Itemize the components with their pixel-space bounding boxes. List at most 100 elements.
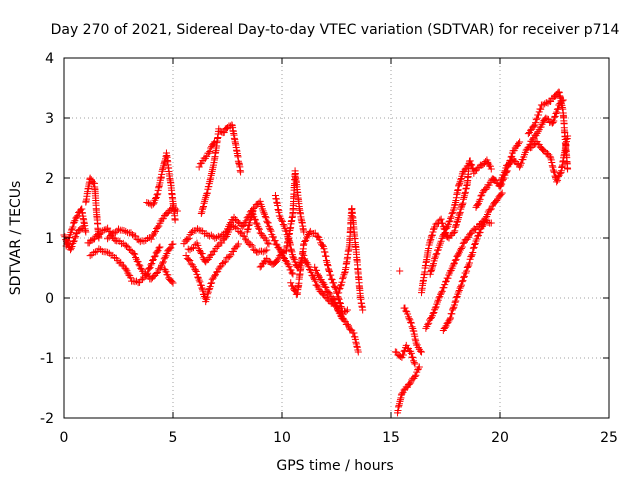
y-tick-label: -2 (40, 411, 54, 427)
data-point-marker (72, 233, 80, 241)
data-point-marker (465, 259, 473, 267)
data-point-marker (338, 278, 346, 286)
data-point-marker (264, 239, 272, 247)
data-point-marker (469, 244, 477, 252)
data-point-marker (464, 263, 472, 271)
data-point-marker (234, 240, 242, 248)
data-point-marker (441, 228, 449, 236)
data-point-marker (318, 241, 326, 249)
data-point-marker (283, 259, 291, 267)
data-point-marker (242, 217, 250, 225)
data-point-marker (129, 231, 137, 239)
data-point-marker (404, 310, 412, 318)
data-point-marker (335, 295, 343, 303)
data-point-marker (448, 210, 456, 218)
data-point-marker (496, 181, 504, 189)
data-point-marker (533, 114, 541, 122)
data-point-marker (404, 313, 412, 321)
data-point-marker (149, 200, 157, 208)
data-point-marker (450, 229, 458, 237)
data-point-marker (289, 282, 297, 290)
data-point-marker (333, 303, 341, 311)
data-point-marker (564, 132, 572, 140)
data-point-marker (460, 273, 468, 281)
data-point-marker (451, 256, 459, 264)
data-point-marker (111, 253, 119, 261)
data-point-marker (186, 257, 194, 265)
data-point-marker (266, 226, 274, 234)
x-tick-label: 0 (60, 430, 69, 446)
data-point-marker (327, 271, 335, 279)
data-point-marker (409, 354, 417, 362)
data-point-marker (335, 285, 343, 293)
data-point-marker (324, 262, 332, 270)
data-point-marker (210, 272, 218, 280)
data-point-marker (216, 127, 224, 135)
data-point-marker (228, 222, 236, 230)
y-tick-label: 4 (45, 51, 54, 67)
data-point-marker (188, 244, 196, 252)
data-point-marker (196, 248, 204, 256)
data-point-marker (455, 250, 463, 258)
data-point-marker (169, 240, 177, 248)
data-point-marker (482, 185, 490, 193)
data-point-marker (322, 256, 330, 264)
data-point-marker (406, 380, 414, 388)
data-point-marker (455, 288, 463, 296)
axis-tick-labels: 0 5 10 15 20 25 -2 -1 0 1 2 3 4 (40, 51, 618, 446)
data-point-marker (265, 240, 273, 248)
data-point-marker (307, 268, 315, 276)
data-point-marker (290, 254, 298, 262)
data-point-marker (431, 255, 439, 263)
data-point-marker (549, 163, 557, 171)
data-point-marker (429, 261, 437, 269)
data-point-marker (484, 158, 492, 166)
data-point-marker (339, 275, 347, 283)
data-point-marker (457, 176, 465, 184)
data-point-marker (261, 213, 269, 221)
data-point-marker (445, 218, 453, 226)
data-point-marker (252, 219, 260, 227)
data-point-marker (452, 297, 460, 305)
data-point-marker (541, 100, 549, 108)
data-point-marker (159, 259, 167, 267)
data-point-marker (73, 213, 81, 221)
data-point-marker (469, 249, 477, 257)
data-point-marker (115, 225, 122, 233)
data-point-marker (262, 214, 270, 222)
data-point-marker (430, 225, 438, 233)
data-point-marker (147, 235, 155, 243)
data-point-marker (477, 192, 485, 200)
data-point-marker (313, 266, 321, 274)
data-point-marker (483, 212, 491, 220)
data-point-marker (132, 277, 140, 285)
data-point-marker (200, 202, 208, 210)
data-point-marker (440, 230, 448, 238)
data-point-marker (551, 113, 558, 121)
data-point-marker (456, 208, 464, 216)
data-point-marker (192, 266, 200, 274)
data-point-marker (451, 298, 459, 306)
data-point-marker (487, 205, 495, 213)
data-point-marker (152, 227, 160, 235)
data-point-marker (155, 244, 163, 252)
data-point-marker (242, 235, 250, 243)
data-point-marker (335, 289, 343, 297)
data-point-marker (264, 219, 272, 227)
data-point-marker (182, 251, 190, 259)
chart-title: Day 270 of 2021, Sidereal Day-to-day VTE… (51, 22, 620, 38)
data-point-marker (537, 105, 545, 113)
data-point-marker (437, 290, 445, 298)
data-point-marker (70, 218, 78, 226)
data-point-marker (553, 178, 561, 186)
data-point-marker (195, 226, 203, 234)
data-point-marker (311, 229, 319, 237)
data-point-marker (145, 264, 153, 272)
data-point-marker (460, 272, 468, 280)
data-point-marker (300, 228, 308, 236)
axis-ticks (63, 57, 610, 419)
data-point-marker (432, 251, 440, 259)
data-point-marker (459, 239, 467, 247)
data-point-marker (500, 168, 508, 176)
